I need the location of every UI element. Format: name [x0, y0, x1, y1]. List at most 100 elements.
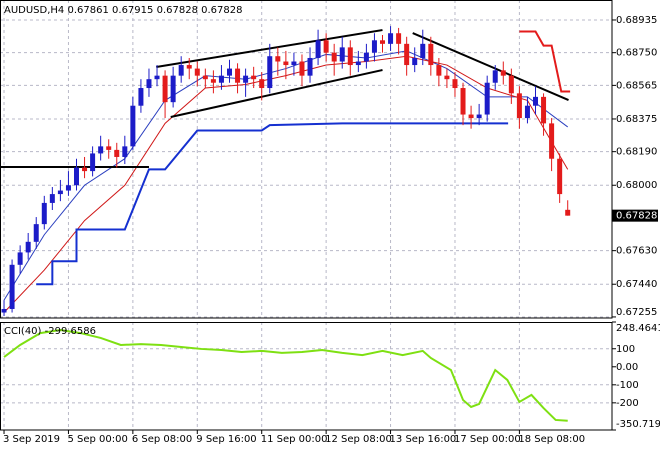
candle-body	[363, 52, 369, 62]
candle-body	[146, 79, 152, 89]
candle-body	[154, 75, 160, 80]
y-tick-label: 248.4641	[616, 323, 660, 334]
x-tick-label: 6 Sep 08:00	[132, 434, 192, 445]
candle-body	[492, 70, 498, 83]
y-tick-label: -100	[616, 380, 639, 391]
candle-body	[524, 105, 530, 119]
candle-body	[476, 114, 482, 119]
overlay-line	[412, 32, 569, 101]
cci-panel-frame	[0, 322, 613, 431]
y-tick-label: 0.68190	[616, 147, 657, 158]
candle-body	[275, 56, 281, 62]
symbol: AUDUSD,H4	[4, 5, 64, 16]
cci-last: -299.6586	[45, 326, 96, 337]
candle-body	[460, 88, 466, 115]
candle-body	[404, 43, 410, 66]
candle-body	[49, 194, 55, 203]
candle-body	[25, 241, 31, 253]
candle-body	[130, 105, 136, 147]
last-close: 0.67828	[201, 5, 242, 16]
x-tick-label: 3 Sep 2019	[3, 434, 60, 445]
candle-body	[412, 57, 418, 66]
y-tick-label: 0.68375	[616, 114, 657, 125]
y-tick-label: 0.00	[616, 362, 638, 373]
candle-body	[243, 75, 249, 83]
candle-body	[331, 52, 337, 62]
y-tick-label: 100	[616, 344, 635, 355]
last-high: 0.67915	[112, 5, 153, 16]
candle-body	[82, 167, 88, 172]
candle-body	[533, 96, 538, 106]
cci-header: CCI(40) -299.6586	[4, 326, 96, 337]
y-tick-label: -200	[616, 398, 639, 409]
candle-body	[210, 79, 216, 83]
candle-body	[106, 146, 112, 150]
candle-body	[315, 40, 321, 58]
candle-body	[468, 114, 474, 119]
candle-body	[114, 149, 120, 157]
marks	[0, 26, 571, 422]
price-panel-frame	[0, 0, 613, 319]
candle-body	[251, 75, 257, 80]
candle-body	[235, 68, 241, 83]
candle-body	[9, 264, 15, 309]
x-tick-label: 9 Sep 16:00	[196, 434, 256, 445]
y-tick-label: 0.68935	[616, 15, 657, 26]
candle-body	[452, 79, 458, 89]
candle-body	[380, 40, 385, 44]
y-tick-label: 0.67630	[616, 246, 657, 257]
candle-body	[516, 93, 522, 119]
candle-body	[122, 146, 128, 157]
last-open: 0.67861	[67, 5, 108, 16]
x-tick-label: 12 Sep 08:00	[325, 434, 392, 445]
x-tick-label: 17 Sep 00:00	[454, 434, 521, 445]
candle-body	[444, 75, 450, 80]
candle-body	[57, 190, 63, 195]
candle-body	[65, 185, 71, 191]
candle-body	[74, 167, 79, 186]
candle-body	[307, 57, 313, 76]
candle-body	[299, 61, 305, 76]
current-price-label: 0.67828	[616, 211, 657, 222]
candle-body	[388, 33, 394, 44]
candle-body	[202, 75, 208, 80]
overlay-line	[36, 122, 509, 286]
candle-body	[178, 65, 184, 76]
candle-body	[549, 123, 555, 159]
candle-body	[500, 70, 506, 76]
candle-body	[347, 47, 353, 66]
overlay-line	[170, 69, 383, 118]
candle-body	[33, 224, 39, 242]
y-tick-label: 0.67255	[616, 307, 657, 318]
candle-body	[436, 65, 442, 76]
candle-body	[170, 75, 176, 103]
x-tick-label: 5 Sep 00:00	[67, 434, 127, 445]
candle-body	[186, 65, 192, 69]
candle-body	[259, 79, 265, 89]
x-tick-label: 18 Sep 08:00	[518, 434, 585, 445]
candle-body	[339, 47, 345, 62]
candle-body	[428, 43, 434, 66]
cci-line	[3, 328, 568, 422]
candle-body	[267, 56, 273, 89]
candle-body	[484, 82, 490, 115]
candle-body	[227, 68, 232, 76]
y-tick-label: 0.68565	[616, 80, 657, 91]
y-tick-label: 0.68750	[616, 48, 657, 59]
candle-body	[541, 96, 547, 124]
candle-body	[162, 75, 168, 103]
candle-body	[17, 252, 23, 265]
candle-body	[420, 43, 426, 58]
candle-body	[396, 33, 402, 44]
x-tick-label: 13 Sep 16:00	[390, 434, 457, 445]
candle-body	[355, 61, 361, 66]
y-tick-label: 0.67440	[616, 279, 657, 290]
candle-body	[323, 40, 329, 53]
candle-body	[557, 158, 563, 195]
candle-body	[508, 75, 514, 94]
candle-body	[194, 68, 200, 76]
y-tick-label: -350.7196	[616, 419, 660, 430]
candle-body	[218, 75, 224, 83]
x-tick-label: 11 Sep 00:00	[261, 434, 328, 445]
